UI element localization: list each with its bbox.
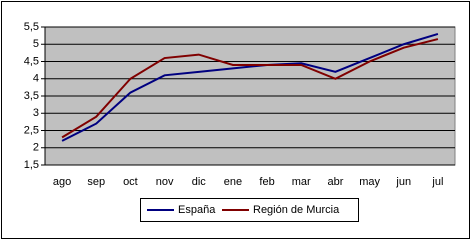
y-tick-label: 3,5: [24, 90, 39, 102]
x-tick-label: may: [359, 176, 380, 188]
legend: [140, 198, 359, 222]
x-tick-label: ago: [53, 176, 71, 188]
series-line: [61, 38, 439, 139]
y-tick-label: 3: [33, 107, 39, 119]
x-tick-label: oct: [123, 176, 138, 188]
y-tick-label: 4: [33, 73, 39, 85]
x-tick-label: jun: [395, 176, 411, 188]
x-tick-label: jul: [431, 176, 443, 188]
x-tick-label: ene: [224, 176, 242, 188]
y-tick-label: 2: [33, 142, 39, 154]
x-tick-label: mar: [292, 176, 311, 188]
y-tick-label: 1,5: [24, 159, 39, 171]
legend-label: España: [178, 204, 216, 216]
x-tick-label: abr: [327, 176, 343, 188]
x-tick-label: dic: [192, 176, 207, 188]
x-tick-label: feb: [259, 176, 274, 188]
y-tick-label: 5: [33, 38, 39, 50]
y-tick-label: 2,5: [24, 124, 39, 136]
x-tick-label: nov: [156, 176, 174, 188]
x-tick-label: sep: [87, 176, 105, 188]
series-line: [61, 32, 439, 142]
y-tick-label: 5,5: [24, 21, 39, 33]
y-tick-label: 4,5: [24, 55, 39, 67]
legend-label: Región de Murcia: [253, 204, 340, 216]
